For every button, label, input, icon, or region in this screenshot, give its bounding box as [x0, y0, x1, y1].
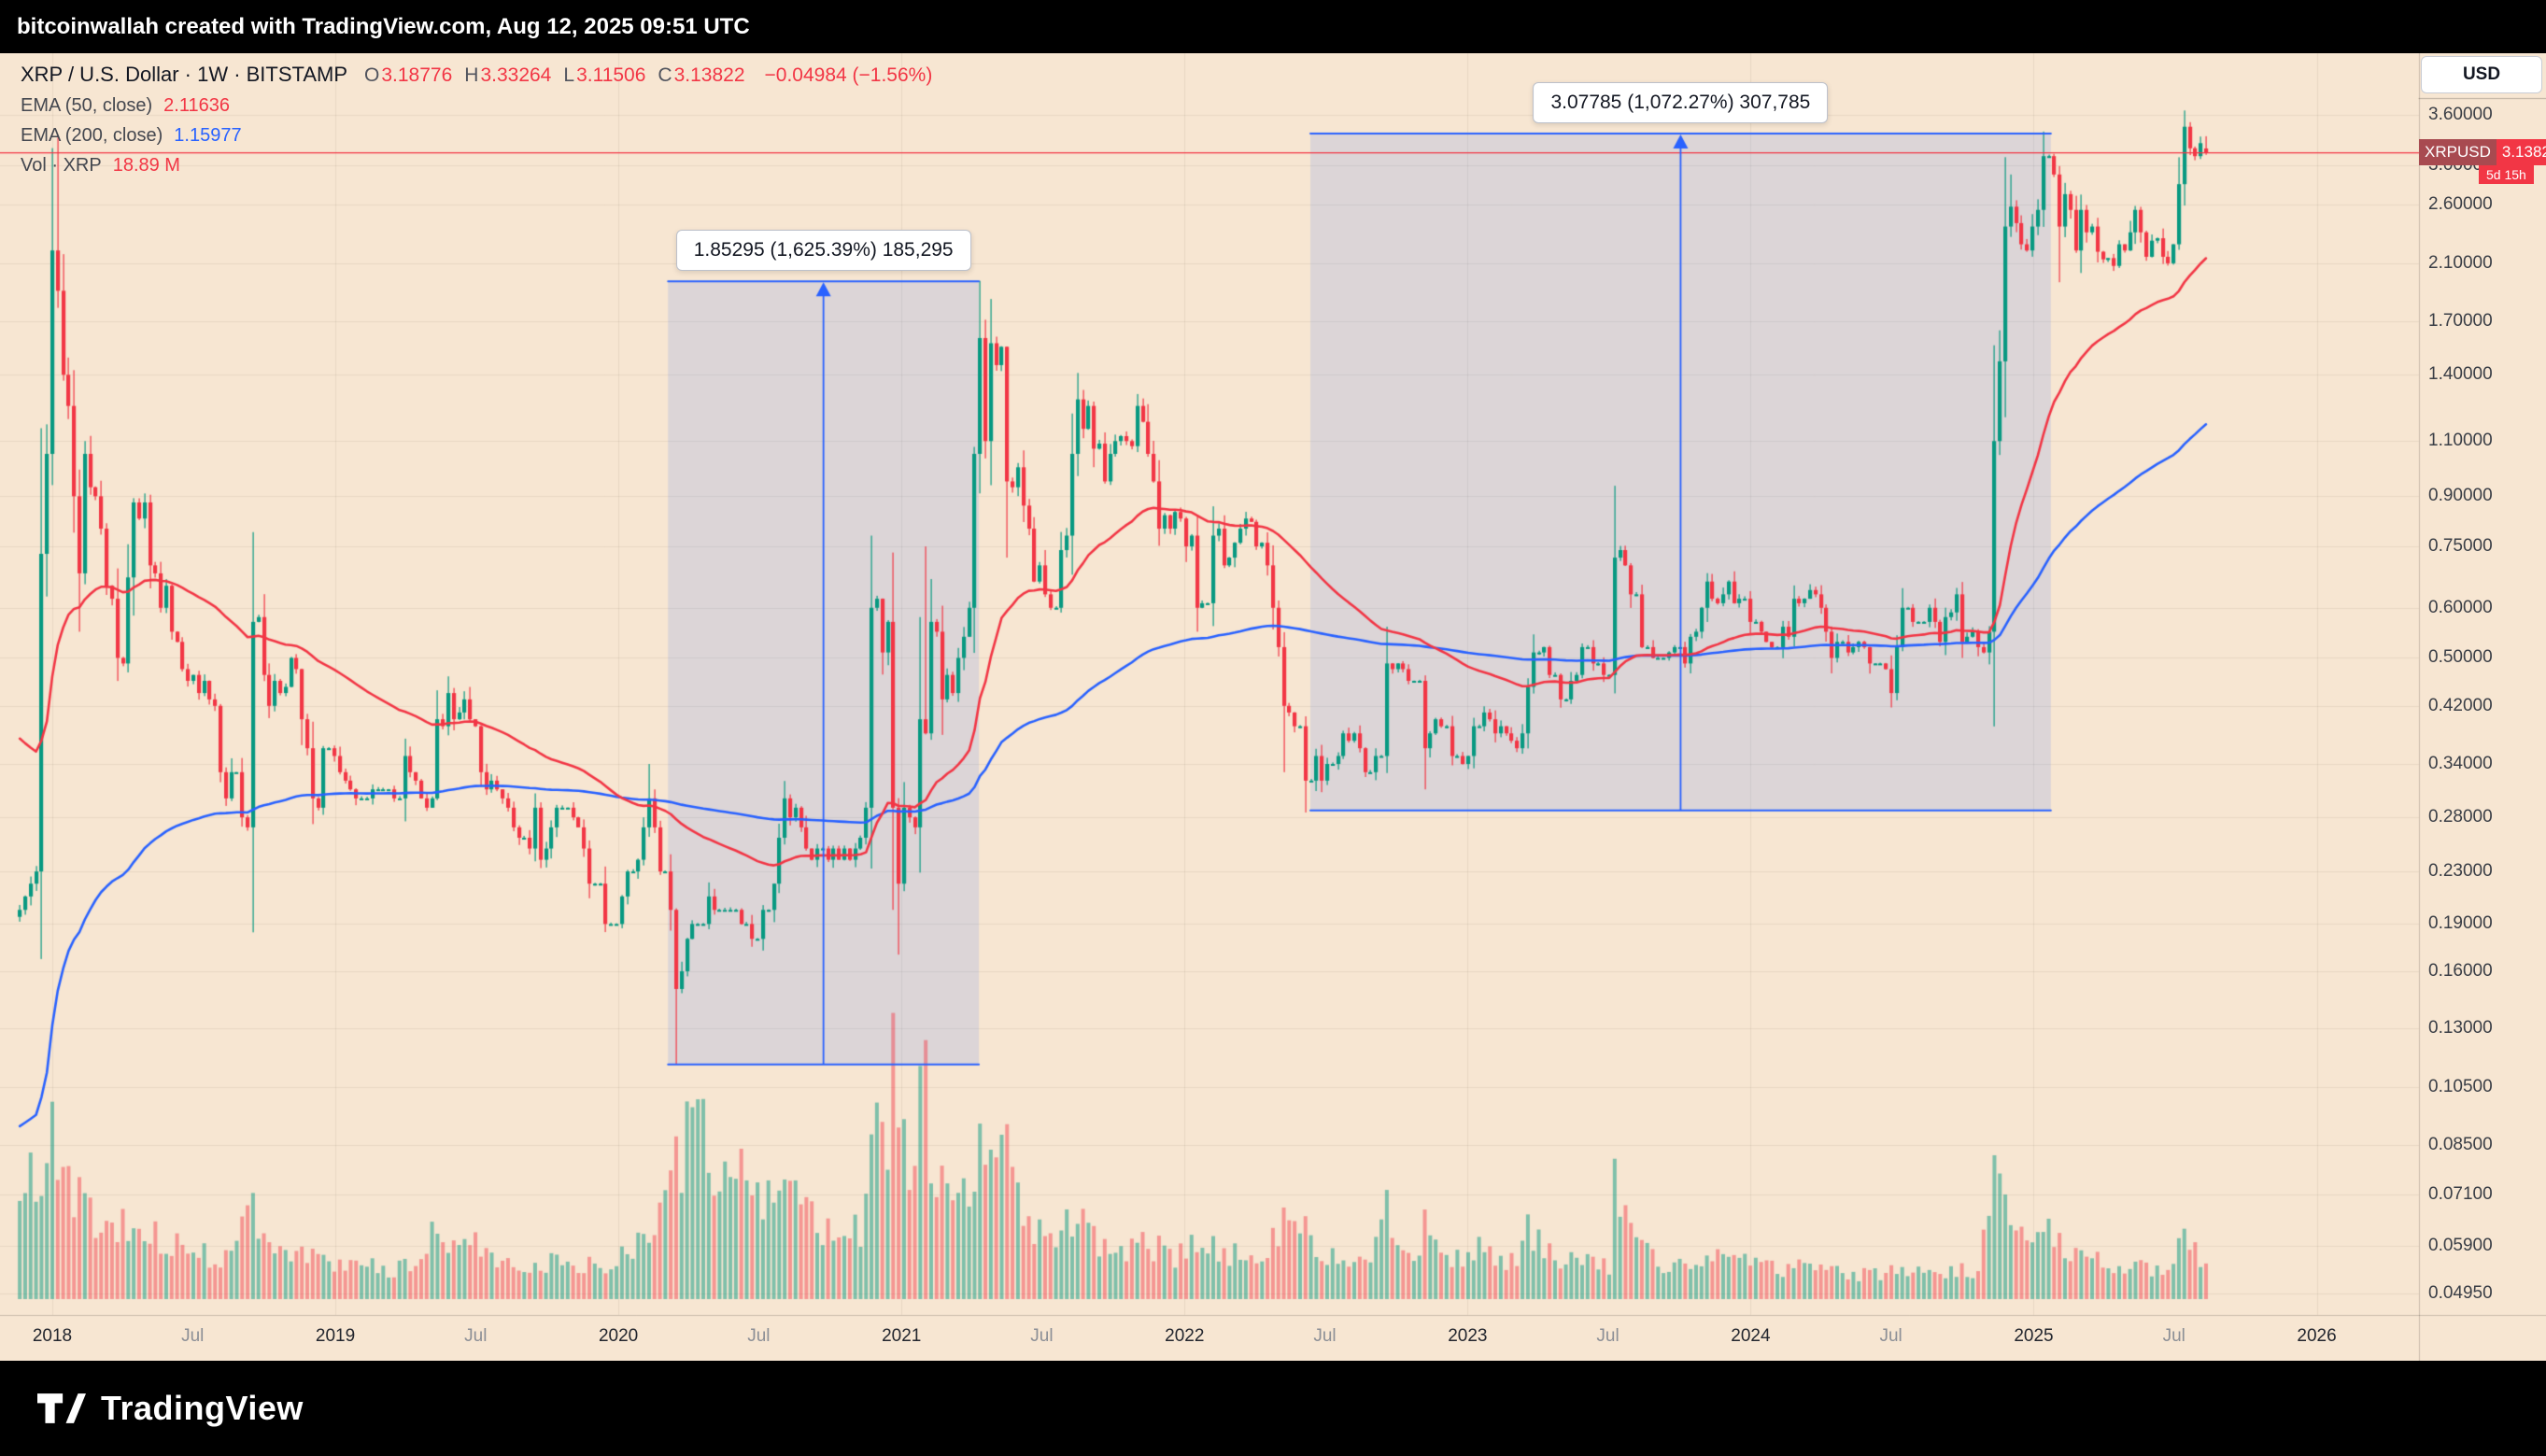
price-tick-label: 0.34000 — [2428, 754, 2493, 773]
price-tick-label: 0.75000 — [2428, 536, 2493, 557]
badge-price: 3.13822 — [2496, 138, 2546, 165]
time-axis[interactable]: 2018 Jul 2019 Jul 2020 Jul 2021 Jul 2022 Jul 2023 J… — [0, 1315, 2419, 1361]
time-tick-label: 2025 — [2014, 1326, 2054, 1346]
legend-volume-row[interactable]: Vol · XRP 18.89 M — [21, 155, 932, 177]
price-tick-label: 0.28000 — [2428, 807, 2493, 827]
price-tick-label: 0.90000 — [2428, 486, 2493, 506]
currency-unit-button[interactable]: USD — [2421, 56, 2542, 93]
price-tick-label: 2.10000 — [2428, 252, 2493, 273]
badge-symbol: XRPUSD — [2419, 138, 2496, 165]
legend-symbol-row[interactable]: XRP / U.S. Dollar · 1W · BITSTAMP O3.187… — [21, 63, 932, 87]
time-tick-label: Jul — [1313, 1326, 1337, 1346]
time-tick-label: Jul — [181, 1326, 205, 1346]
price-tick-label: 0.04950 — [2428, 1283, 2493, 1304]
symbol-title: XRP / U.S. Dollar · 1W · BITSTAMP — [21, 63, 348, 86]
time-tick-label: 2023 — [1448, 1326, 1488, 1346]
legend-ema50-row[interactable]: EMA (50, close) 2.11636 — [21, 95, 932, 117]
time-tick-label: Jul — [2162, 1326, 2185, 1346]
low-value: 3.11506 — [576, 64, 646, 86]
attribution-bar: bitcoinwallah created with TradingView.c… — [0, 0, 2546, 53]
time-tick-label: 2020 — [598, 1326, 639, 1346]
ema50-value: 2.11636 — [163, 95, 230, 116]
price-tick-label: 0.60000 — [2428, 597, 2493, 617]
price-tick-label: 0.07100 — [2428, 1184, 2493, 1205]
time-tick-label: 2022 — [1165, 1326, 1205, 1346]
low-key: L — [563, 64, 575, 86]
high-field: H3.33264 — [464, 64, 551, 87]
price-tick-label: 0.13000 — [2428, 1018, 2493, 1039]
time-tick-label: Jul — [1879, 1326, 1902, 1346]
price-tick-label: 3.60000 — [2428, 105, 2493, 125]
ema200-label: EMA (200, close) — [21, 125, 163, 146]
price-tick-label: 2.60000 — [2428, 194, 2493, 214]
volume-label: Vol · XRP — [21, 155, 102, 176]
price-tick-label: 1.70000 — [2428, 311, 2493, 332]
badge-price-row: XRPUSD 3.13822 — [2419, 138, 2546, 165]
price-tick-label: 0.08500 — [2428, 1135, 2493, 1155]
time-tick-label: 2021 — [882, 1326, 922, 1346]
attribution-text: bitcoinwallah created with TradingView.c… — [17, 13, 750, 39]
price-tick-label: 0.05900 — [2428, 1235, 2493, 1255]
time-tick-label: 2018 — [32, 1326, 73, 1346]
volume-value: 18.89 M — [112, 155, 180, 176]
legend: XRP / U.S. Dollar · 1W · BITSTAMP O3.187… — [21, 63, 932, 185]
footer-bar: TradingView — [0, 1361, 2546, 1456]
time-tick-label: Jul — [747, 1326, 771, 1346]
ema200-value: 1.15977 — [174, 125, 242, 146]
low-field: L3.11506 — [563, 64, 645, 87]
price-tick-label: 0.10500 — [2428, 1076, 2493, 1096]
close-key: C — [658, 64, 672, 86]
time-tick-label: Jul — [1596, 1326, 1620, 1346]
measurement-label-2[interactable]: 3.07785 (1,072.27%) 307,785 — [1533, 82, 1829, 124]
time-tick-label: 2026 — [2297, 1326, 2337, 1346]
tradingview-brand[interactable]: TradingView — [101, 1389, 304, 1427]
bar-countdown: 5d 15h — [2479, 164, 2534, 184]
open-value: 3.18776 — [381, 64, 453, 86]
price-axis[interactable]: 3.600003.000002.600002.100001.700001.400… — [2419, 53, 2546, 1315]
chart-container: XRP / U.S. Dollar · 1W · BITSTAMP O3.187… — [0, 53, 2546, 1361]
price-tick-label: 0.50000 — [2428, 647, 2493, 668]
price-tick-label: 0.42000 — [2428, 695, 2493, 715]
legend-ema200-row[interactable]: EMA (200, close) 1.15977 — [21, 125, 932, 147]
close-field: C3.13822 — [658, 64, 744, 87]
price-tick-label: 1.10000 — [2428, 431, 2493, 451]
time-tick-label: 2019 — [315, 1326, 356, 1346]
price-tick-label: 1.40000 — [2428, 364, 2493, 385]
price-tick-label: 0.19000 — [2428, 913, 2493, 934]
price-tick-label: 0.23000 — [2428, 861, 2493, 882]
candlestick-chart-canvas[interactable] — [0, 53, 2546, 1361]
price-tick-label: 0.16000 — [2428, 960, 2493, 981]
close-value: 3.13822 — [673, 64, 745, 86]
open-key: O — [364, 64, 380, 86]
high-value: 3.33264 — [480, 64, 552, 86]
ema50-label: EMA (50, close) — [21, 95, 153, 116]
change-value: −0.04984 (−1.56%) — [764, 64, 933, 86]
measurement-label-1[interactable]: 1.85295 (1,625.39%) 185,295 — [675, 230, 971, 272]
open-field: O3.18776 — [364, 64, 452, 87]
tradingview-logo-icon[interactable] — [37, 1393, 86, 1423]
last-price-badge: XRPUSD 3.13822 5d 15h — [2419, 138, 2546, 184]
time-tick-label: Jul — [464, 1326, 488, 1346]
time-tick-label: Jul — [1030, 1326, 1054, 1346]
time-tick-label: 2024 — [1731, 1326, 1771, 1346]
high-key: H — [464, 64, 479, 86]
